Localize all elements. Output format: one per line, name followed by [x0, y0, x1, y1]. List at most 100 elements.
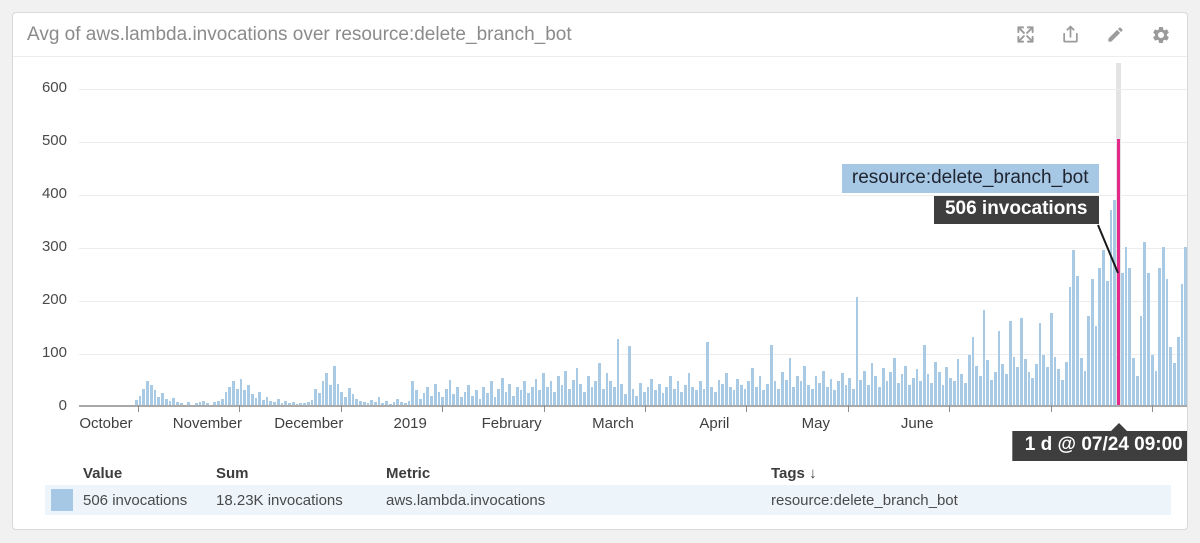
bar[interactable]	[471, 395, 474, 405]
bar[interactable]	[814, 376, 818, 405]
bar[interactable]	[388, 403, 392, 405]
bar[interactable]	[299, 402, 303, 405]
bar[interactable]	[332, 365, 336, 405]
bar[interactable]	[1161, 247, 1165, 405]
bar[interactable]	[1031, 377, 1034, 405]
bar[interactable]	[956, 358, 960, 405]
bar[interactable]	[978, 376, 982, 405]
bar[interactable]	[157, 396, 161, 405]
bar[interactable]	[601, 389, 605, 405]
bar[interactable]	[291, 401, 295, 405]
bar[interactable]	[374, 401, 377, 405]
bar[interactable]	[377, 397, 381, 405]
bar[interactable]	[146, 381, 149, 405]
bar[interactable]	[1091, 278, 1094, 405]
bar[interactable]	[736, 378, 739, 405]
bar[interactable]	[922, 344, 926, 405]
bar[interactable]	[258, 391, 261, 405]
bar[interactable]	[362, 402, 366, 405]
bar[interactable]	[695, 390, 698, 405]
bar[interactable]	[500, 377, 504, 405]
bar[interactable]	[344, 397, 347, 405]
bar[interactable]	[1008, 320, 1012, 405]
bar[interactable]	[418, 398, 422, 405]
bar[interactable]	[482, 386, 486, 405]
bar[interactable]	[355, 398, 359, 405]
bar[interactable]	[512, 395, 515, 405]
bar[interactable]	[654, 390, 657, 405]
bar[interactable]	[586, 376, 590, 405]
bar[interactable]	[676, 381, 680, 405]
bar[interactable]	[758, 376, 762, 405]
bar[interactable]	[456, 386, 459, 405]
bar[interactable]	[135, 399, 138, 405]
bar[interactable]	[650, 378, 654, 405]
bar[interactable]	[579, 383, 583, 405]
bar[interactable]	[997, 331, 1001, 405]
bar[interactable]	[1102, 249, 1105, 405]
bar[interactable]	[284, 400, 288, 405]
bar[interactable]	[646, 386, 650, 405]
bar[interactable]	[198, 402, 202, 405]
bar[interactable]	[176, 401, 179, 405]
bar[interactable]	[609, 381, 613, 405]
bar[interactable]	[519, 390, 523, 405]
expand-icon[interactable]	[1016, 25, 1035, 44]
bar[interactable]	[721, 383, 725, 405]
bar[interactable]	[710, 386, 713, 405]
bar[interactable]	[153, 390, 157, 405]
bar[interactable]	[172, 397, 176, 405]
bar[interactable]	[549, 381, 553, 405]
bar[interactable]	[318, 393, 321, 405]
bar[interactable]	[616, 339, 620, 405]
bar[interactable]	[1079, 357, 1083, 405]
bar[interactable]	[385, 400, 388, 405]
bar[interactable]	[149, 385, 153, 405]
bar[interactable]	[474, 390, 478, 405]
bar[interactable]	[822, 370, 825, 405]
bar[interactable]	[347, 388, 351, 405]
bar[interactable]	[1035, 363, 1038, 405]
bar[interactable]	[202, 400, 205, 405]
bar[interactable]	[713, 391, 717, 405]
bar[interactable]	[310, 399, 314, 405]
bar[interactable]	[232, 381, 235, 405]
bar[interactable]	[1072, 249, 1076, 405]
bar[interactable]	[426, 386, 430, 405]
bar[interactable]	[194, 403, 198, 405]
bar[interactable]	[545, 386, 549, 405]
share-icon[interactable]	[1061, 25, 1080, 44]
bar[interactable]	[777, 389, 781, 405]
bar[interactable]	[739, 385, 743, 405]
bar[interactable]	[796, 376, 799, 405]
bar[interactable]	[792, 386, 795, 405]
bar[interactable]	[993, 372, 997, 405]
bar[interactable]	[273, 402, 276, 405]
plot-area[interactable]: resource:delete_branch_bot 506 invocatio…	[79, 63, 1187, 407]
bar[interactable]	[459, 397, 463, 405]
bar[interactable]	[583, 391, 586, 405]
bar[interactable]	[773, 381, 777, 405]
bar[interactable]	[1143, 241, 1147, 405]
bar[interactable]	[1135, 376, 1139, 405]
bar[interactable]	[631, 389, 635, 405]
bar[interactable]	[228, 386, 232, 405]
bar[interactable]	[639, 382, 642, 405]
bar[interactable]	[359, 400, 362, 405]
bar[interactable]	[463, 391, 467, 405]
bar[interactable]	[1184, 247, 1187, 405]
bar[interactable]	[698, 381, 702, 405]
bar[interactable]	[926, 374, 930, 405]
edit-icon[interactable]	[1106, 25, 1125, 44]
bar[interactable]	[430, 395, 433, 405]
bar[interactable]	[452, 394, 456, 405]
bar[interactable]	[1154, 370, 1158, 405]
bar[interactable]	[1105, 281, 1109, 405]
bar[interactable]	[937, 372, 941, 405]
bar[interactable]	[1027, 372, 1031, 405]
bar[interactable]	[444, 389, 448, 405]
bar[interactable]	[747, 381, 751, 405]
bar[interactable]	[239, 378, 243, 405]
bar[interactable]	[1064, 361, 1068, 405]
bar[interactable]	[478, 398, 482, 405]
